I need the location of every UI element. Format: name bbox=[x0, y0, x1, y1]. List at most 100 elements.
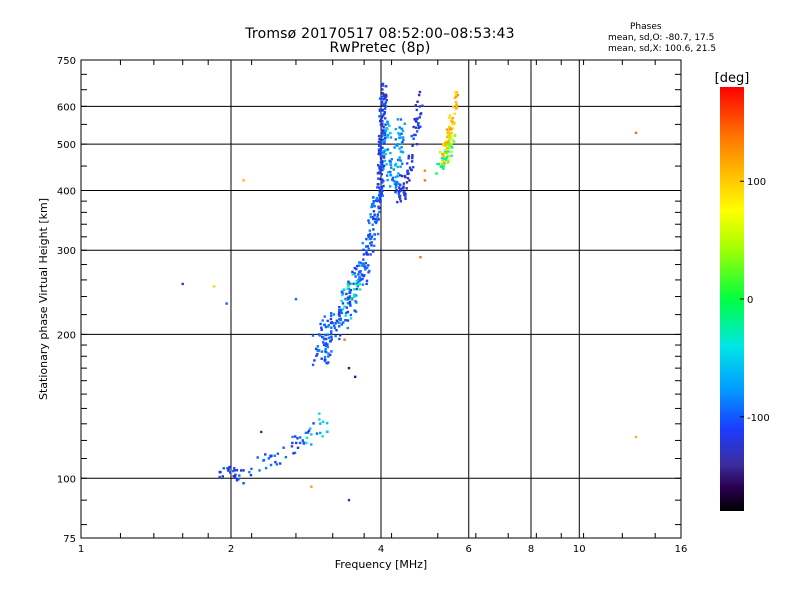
trace-point-f2-o-vertical bbox=[376, 172, 380, 175]
trace-point-loop-2 bbox=[397, 192, 401, 195]
trace-point-f1-trace bbox=[315, 347, 318, 351]
trace-point-loop-1 bbox=[398, 147, 401, 150]
chart-subtitle: RwPretec (8p) bbox=[329, 40, 431, 56]
trace-point-f1-trace bbox=[348, 290, 351, 293]
trace-point-f1-trace bbox=[326, 319, 329, 323]
trace-point-x-trace-green bbox=[447, 155, 451, 158]
trace-point-f1-trace bbox=[340, 290, 344, 293]
trace-point-f2-cyan bbox=[385, 148, 388, 152]
trace-point-f2-o-vertical bbox=[383, 131, 387, 134]
trace-point-loop-2 bbox=[405, 187, 408, 190]
trace-point-x-trace-green bbox=[448, 141, 452, 145]
y-tick-label: 600 bbox=[57, 102, 76, 113]
trace-point-es-rise bbox=[274, 460, 277, 464]
trace-point-loop-1 bbox=[401, 136, 405, 139]
trace-point-f2-cyan bbox=[383, 139, 386, 143]
trace-point-f2-o-vertical bbox=[380, 128, 383, 132]
trace-point-loop-2 bbox=[399, 200, 403, 203]
trace-point-f1-trace bbox=[355, 301, 358, 304]
trace-point-e-layer bbox=[221, 475, 224, 478]
trace-point-f1-trace bbox=[337, 321, 340, 324]
trace-point-x-trace bbox=[447, 139, 450, 143]
trace-point-f1-trace bbox=[379, 201, 382, 204]
trace-point-x-trace-low bbox=[447, 150, 450, 153]
trace-point-f1-trace bbox=[322, 336, 325, 339]
trace-point-cluster-3 bbox=[319, 431, 322, 435]
trace-point-f1-trace bbox=[370, 244, 373, 247]
trace-point-f2-o-vertical bbox=[382, 98, 385, 101]
trace-point-f1-trace bbox=[345, 311, 348, 315]
trace-point-x-trace bbox=[450, 119, 453, 122]
trace-point-x-trace bbox=[444, 148, 447, 152]
trace-point-f2-o-vertical bbox=[379, 146, 383, 150]
trace-point-loop-2 bbox=[405, 162, 409, 165]
trace-point-loop-2 bbox=[406, 177, 410, 180]
trace-point-x-trace bbox=[441, 143, 445, 147]
trace-point-e-layer bbox=[239, 469, 243, 472]
trace-point-x-trace bbox=[445, 143, 448, 146]
trace-point-e-layer bbox=[231, 469, 235, 473]
trace-point-x-trace-low bbox=[444, 158, 448, 161]
trace-point-es-rise bbox=[284, 455, 288, 459]
trace-point-loop-2 bbox=[407, 157, 410, 160]
trace-point-loop-1 bbox=[385, 163, 388, 166]
trace-point-f1-trace bbox=[356, 264, 359, 268]
trace-point-x-trace-low bbox=[436, 162, 439, 166]
trace-point-f1-trace bbox=[324, 358, 327, 361]
trace-point-f2-o-vertical bbox=[380, 116, 384, 119]
trace-point-f1-trace bbox=[355, 287, 359, 291]
trace-point-es-rise bbox=[290, 445, 294, 448]
trace-point-x-trace-green bbox=[445, 151, 449, 155]
outlier-point bbox=[343, 338, 346, 341]
trace-point-es-rise bbox=[296, 446, 300, 449]
trace-point-loop-1 bbox=[399, 159, 403, 162]
trace-point-f2-o-vertical bbox=[376, 164, 380, 167]
trace-point-f1-trace bbox=[361, 241, 364, 245]
trace-point-x-trace-low bbox=[445, 156, 448, 159]
trace-point-loop-2 bbox=[404, 197, 407, 201]
trace-point-f2-o-vertical bbox=[378, 97, 382, 100]
trace-point-f1-green bbox=[358, 282, 361, 286]
trace-point-f1-trace bbox=[370, 205, 373, 209]
trace-point-f1-trace bbox=[367, 219, 370, 222]
trace-point-f1-trace bbox=[341, 302, 345, 305]
trace-point-e-layer bbox=[237, 477, 240, 481]
trace-point-cluster-3 bbox=[309, 427, 312, 430]
trace-point-f1-trace bbox=[324, 337, 328, 341]
trace-point-es-rise bbox=[278, 462, 282, 465]
trace-point-f1-trace bbox=[369, 213, 372, 216]
trace-point-es-rise bbox=[302, 442, 305, 445]
colorbar-tick-label: 100 bbox=[747, 177, 766, 188]
trace-point-x-trace-low bbox=[450, 154, 453, 157]
trace-point-f1-trace bbox=[335, 329, 338, 332]
trace-point-loop-2 bbox=[421, 104, 424, 107]
trace-point-loop-1 bbox=[394, 175, 397, 179]
trace-point-e-layer bbox=[242, 482, 245, 485]
trace-point-loop-1 bbox=[398, 156, 401, 159]
trace-point-f2-cyan bbox=[389, 131, 392, 135]
trace-point-f2-o-vertical bbox=[381, 120, 384, 123]
trace-point-f2-o-vertical bbox=[382, 126, 385, 129]
trace-point-f2-o-vertical bbox=[379, 119, 382, 123]
trace-point-f2-o-vertical bbox=[382, 129, 385, 133]
trace-point-f1-trace bbox=[351, 270, 354, 274]
trace-point-f1-trace bbox=[355, 267, 358, 271]
trace-point-f1-trace bbox=[337, 313, 341, 316]
trace-point-loop-2 bbox=[410, 134, 413, 138]
trace-point-loop-1 bbox=[399, 118, 403, 121]
trace-point-f1-trace bbox=[327, 361, 330, 364]
trace-point-f1-trace bbox=[365, 249, 368, 253]
trace-point-loop-1 bbox=[385, 174, 389, 177]
trace-point-f1-trace bbox=[321, 341, 325, 344]
trace-point-x-trace bbox=[452, 105, 455, 109]
trace-point-loop-2 bbox=[403, 191, 406, 194]
trace-point-cluster-3 bbox=[321, 420, 325, 424]
trace-point-loop-2 bbox=[411, 144, 414, 148]
trace-point-f2-o-vertical bbox=[382, 179, 385, 183]
trace-point-f2-o-vertical bbox=[377, 148, 381, 151]
trace-point-f2-cyan bbox=[381, 140, 384, 143]
trace-point-loop-1 bbox=[390, 158, 393, 161]
x-axis-label: Frequency [MHz] bbox=[335, 558, 427, 571]
trace-point-loop-2 bbox=[416, 100, 419, 103]
trace-point-loop-1 bbox=[393, 146, 396, 149]
